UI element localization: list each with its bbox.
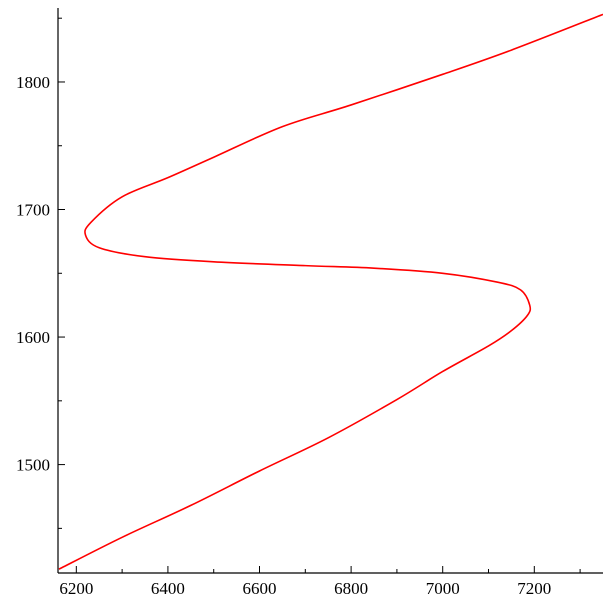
y-tick-label: 1700 <box>16 201 50 220</box>
series-layer <box>58 13 603 570</box>
x-ticks: 6200 6400 6600 6800 7000 7200 <box>59 566 581 598</box>
x-tick-label: 6600 <box>243 579 277 598</box>
series-line <box>58 13 603 570</box>
x-tick-label: 7200 <box>517 579 551 598</box>
y-tick-label: 1600 <box>16 328 50 347</box>
y-ticks: 1500 1600 1700 1800 <box>16 17 65 529</box>
x-tick-label: 6400 <box>151 579 185 598</box>
y-tick-label: 1800 <box>16 73 50 92</box>
x-tick-label: 6800 <box>334 579 368 598</box>
x-tick-label: 6200 <box>59 579 93 598</box>
x-tick-label: 7000 <box>426 579 460 598</box>
y-tick-label: 1500 <box>16 456 50 475</box>
